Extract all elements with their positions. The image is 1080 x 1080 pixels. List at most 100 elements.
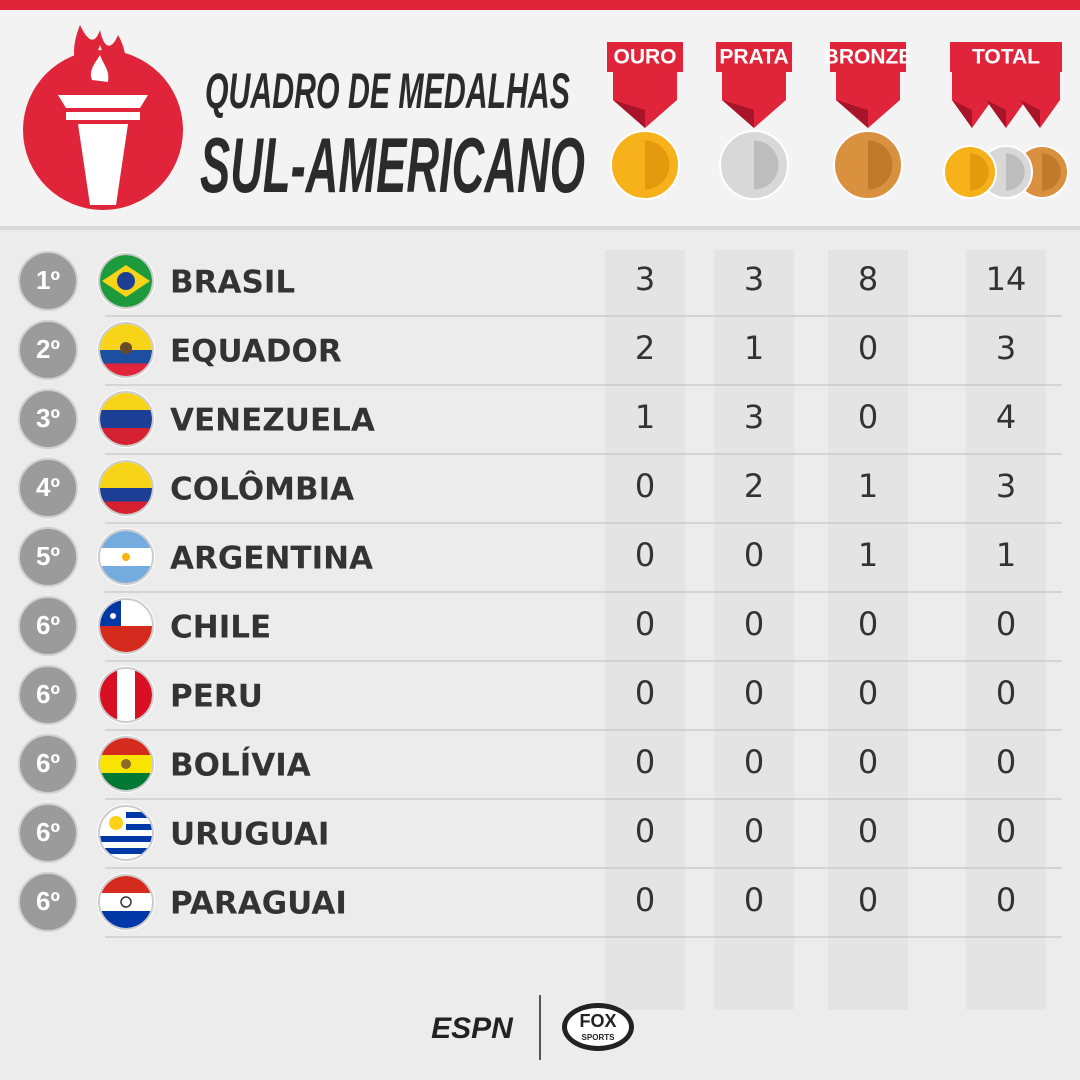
medal-count: 0 bbox=[858, 674, 878, 712]
flag-border bbox=[98, 529, 154, 585]
medal-shade bbox=[754, 140, 779, 190]
medal-shade bbox=[1042, 153, 1061, 191]
medal-count: 8 bbox=[858, 260, 878, 298]
title-line1: QUADRO DE MEDALHAS bbox=[205, 63, 570, 119]
column-headers: OURO PRATA BRONZE TOTAL bbox=[607, 42, 1069, 200]
flag-stripe bbox=[117, 669, 136, 721]
table-row: 6º CHILE 0 0 0 0 bbox=[18, 596, 1062, 662]
country-name: VENEZUELA bbox=[170, 403, 375, 439]
flag-globe bbox=[117, 272, 135, 290]
medal-count: 0 bbox=[996, 812, 1016, 850]
ribbon-shade bbox=[836, 100, 868, 128]
medal-count: 0 bbox=[635, 743, 655, 781]
table-row: 1º BRASIL 3 3 8 14 bbox=[18, 251, 1062, 317]
table-row: 4º COLÔMBIA 0 2 1 3 bbox=[18, 458, 1062, 524]
medal-count: 3 bbox=[635, 260, 655, 298]
country-name: BOLÍVIA bbox=[170, 748, 311, 784]
column-label-bg bbox=[607, 42, 683, 72]
rank: 6º bbox=[36, 679, 60, 709]
medal-count: 1 bbox=[744, 329, 764, 367]
medal-count: 0 bbox=[996, 743, 1016, 781]
country-name: PERU bbox=[170, 679, 263, 715]
medal-count: 0 bbox=[996, 674, 1016, 712]
footer: ESPN FOX SPORTS bbox=[431, 995, 634, 1060]
country-name: PARAGUAI bbox=[170, 886, 347, 922]
flag bbox=[100, 738, 152, 790]
medal-shade bbox=[970, 153, 989, 191]
medal-shade bbox=[1006, 153, 1025, 191]
rank: 5º bbox=[36, 541, 60, 571]
rank: 3º bbox=[36, 403, 60, 433]
medal-count: 3 bbox=[744, 398, 764, 436]
flag-stripe bbox=[100, 876, 152, 894]
medal-count: 4 bbox=[996, 398, 1016, 436]
column-label-bg bbox=[950, 42, 1062, 72]
rank: 6º bbox=[36, 817, 60, 847]
flag-stripe bbox=[100, 773, 152, 790]
table-row: 6º BOLÍVIA 0 0 0 0 bbox=[18, 734, 1062, 800]
column-label-bg bbox=[830, 42, 906, 72]
rank: 1º bbox=[36, 265, 60, 295]
flag-stripe bbox=[100, 836, 152, 843]
flag-stripe bbox=[100, 848, 152, 855]
medal-count: 3 bbox=[996, 467, 1016, 505]
flag-border bbox=[98, 391, 154, 447]
column-label-bg bbox=[716, 42, 792, 72]
flag bbox=[100, 255, 152, 307]
flag bbox=[100, 669, 152, 721]
country-name: CHILE bbox=[170, 610, 271, 646]
rank-badge bbox=[18, 458, 78, 518]
medal-count: 0 bbox=[744, 536, 764, 574]
medal-count: 0 bbox=[744, 674, 764, 712]
flag-emblem bbox=[120, 342, 132, 354]
ribbon-shade bbox=[1020, 100, 1040, 128]
table-row: 5º ARGENTINA 0 0 1 1 bbox=[18, 527, 1062, 593]
ribbon-shade bbox=[722, 100, 754, 128]
rank: 2º bbox=[36, 334, 60, 364]
column-header: PRATA bbox=[716, 42, 792, 200]
flag bbox=[100, 393, 152, 445]
medal-count: 3 bbox=[996, 329, 1016, 367]
flag-border bbox=[98, 253, 154, 309]
flag-stripe bbox=[100, 669, 118, 721]
flag-stripe bbox=[100, 738, 152, 756]
sports-logo-text: SPORTS bbox=[582, 1033, 616, 1042]
medal-count: 1 bbox=[858, 536, 878, 574]
medal-count: 0 bbox=[996, 881, 1016, 919]
column-label: PRATA bbox=[719, 46, 788, 69]
country-name: ARGENTINA bbox=[170, 541, 373, 577]
flag bbox=[100, 876, 152, 928]
fox-logo-text: FOX bbox=[579, 1011, 616, 1031]
table-row: 2º EQUADOR 2 1 0 3 bbox=[18, 320, 1062, 386]
rank-badge bbox=[18, 872, 78, 932]
column-label: TOTAL bbox=[972, 46, 1040, 69]
flag-stripe bbox=[100, 488, 152, 502]
rank: 6º bbox=[36, 610, 60, 640]
ribbon-shade bbox=[952, 100, 972, 128]
table-row: 3º VENEZUELA 1 3 0 4 bbox=[18, 389, 1062, 455]
espn-logo: ESPN bbox=[431, 1012, 514, 1045]
country-name: EQUADOR bbox=[170, 334, 342, 370]
medal-count: 0 bbox=[858, 605, 878, 643]
flag-border bbox=[98, 805, 154, 861]
column-header: TOTAL bbox=[943, 42, 1069, 199]
table-row: 6º PARAGUAI 0 0 0 0 bbox=[18, 872, 1062, 938]
medal-count: 1 bbox=[858, 467, 878, 505]
medal-shade bbox=[645, 140, 670, 190]
rank: 6º bbox=[36, 748, 60, 778]
rank-badge bbox=[18, 389, 78, 449]
medal-count: 0 bbox=[996, 605, 1016, 643]
column-header: OURO bbox=[607, 42, 683, 200]
medal-count: 2 bbox=[635, 329, 655, 367]
table-row: 6º URUGUAI 0 0 0 0 bbox=[18, 803, 1062, 869]
country-name: COLÔMBIA bbox=[170, 471, 354, 508]
flag-stripe bbox=[100, 531, 152, 549]
medal-count: 0 bbox=[744, 881, 764, 919]
medal-count: 14 bbox=[986, 260, 1027, 298]
column-header: BRONZE bbox=[824, 42, 912, 200]
rank-badge bbox=[18, 803, 78, 863]
fox-logo-ring bbox=[567, 1008, 629, 1046]
medal-count: 0 bbox=[744, 743, 764, 781]
